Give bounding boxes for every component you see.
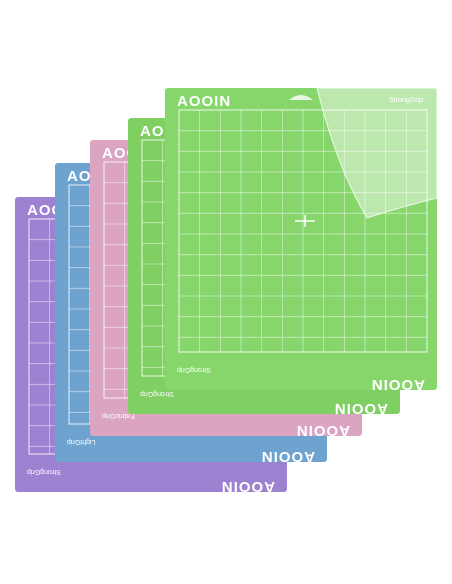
grip-label-inverted: FabricGrip [102, 412, 135, 419]
brand-logo-inverted: AOOIN [221, 478, 275, 495]
cutting-mat: AOOIN AOOIN StrongGrip StrongGrip [165, 87, 438, 393]
grip-label-inverted: StrongGrip [177, 366, 211, 373]
mat-body [165, 88, 437, 390]
brand-logo-inverted: AOOIN [334, 400, 388, 417]
brand-logo-inverted: AOOIN [296, 422, 350, 439]
brand-logo-inverted: AOOIN [371, 376, 425, 393]
protective-film [316, 87, 438, 219]
grip-label-inverted: StrongGrip [27, 468, 61, 475]
grip-label-inverted: LightGrip [67, 438, 96, 445]
brand-logo: AOOIN [177, 93, 231, 110]
brand-logo-inverted: AOOIN [261, 448, 315, 465]
grip-label: StrongGrip [389, 97, 423, 104]
hang-hole [289, 95, 313, 100]
grip-label-inverted: StrongGrip [140, 390, 174, 397]
